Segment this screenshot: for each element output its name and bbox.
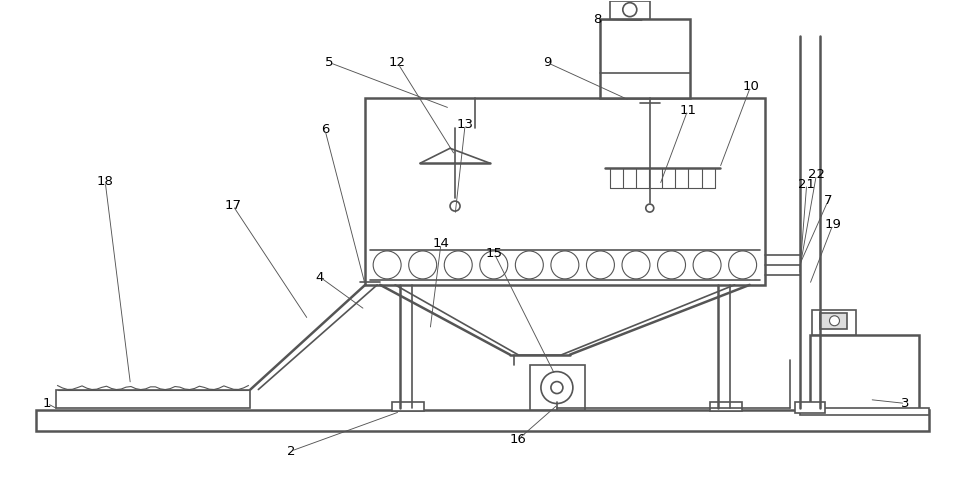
Text: 5: 5 [326,56,334,69]
Circle shape [551,251,578,279]
Text: 19: 19 [825,218,841,231]
Bar [809,335,920,410]
Circle shape [622,251,650,279]
Circle shape [729,251,757,279]
Bar [600,19,690,98]
Bar [709,402,741,412]
Text: 16: 16 [510,433,527,445]
Text: 9: 9 [544,56,551,69]
Text: 1: 1 [43,397,51,410]
Text: 6: 6 [321,123,329,136]
Bar [820,313,848,329]
Circle shape [551,381,563,393]
Circle shape [693,251,721,279]
Bar [799,408,929,415]
Bar [610,0,650,19]
Text: 4: 4 [316,271,325,283]
Bar [530,365,585,410]
Circle shape [658,251,685,279]
Text: 12: 12 [389,56,406,69]
Text: 22: 22 [808,168,825,181]
Text: 15: 15 [485,247,503,260]
Text: 17: 17 [225,199,241,212]
Circle shape [623,3,637,17]
Text: 13: 13 [456,118,474,131]
Bar [36,410,929,432]
Text: 14: 14 [432,237,450,250]
Circle shape [373,251,401,279]
Text: 11: 11 [679,104,696,117]
Bar [811,310,857,335]
Text: 10: 10 [742,80,759,93]
Circle shape [829,316,839,326]
Circle shape [450,201,460,211]
Circle shape [480,251,508,279]
Circle shape [586,251,614,279]
Circle shape [541,371,573,403]
Text: 21: 21 [798,178,815,191]
Circle shape [444,251,472,279]
Text: 2: 2 [287,445,296,457]
Bar [795,402,825,413]
Text: 8: 8 [594,13,602,26]
Circle shape [409,251,437,279]
Circle shape [516,251,544,279]
Text: 18: 18 [97,175,113,188]
Bar [55,390,250,408]
Text: 7: 7 [824,195,832,207]
Bar [365,98,765,285]
Bar [392,402,424,412]
Text: 3: 3 [901,397,910,410]
Circle shape [645,204,654,212]
